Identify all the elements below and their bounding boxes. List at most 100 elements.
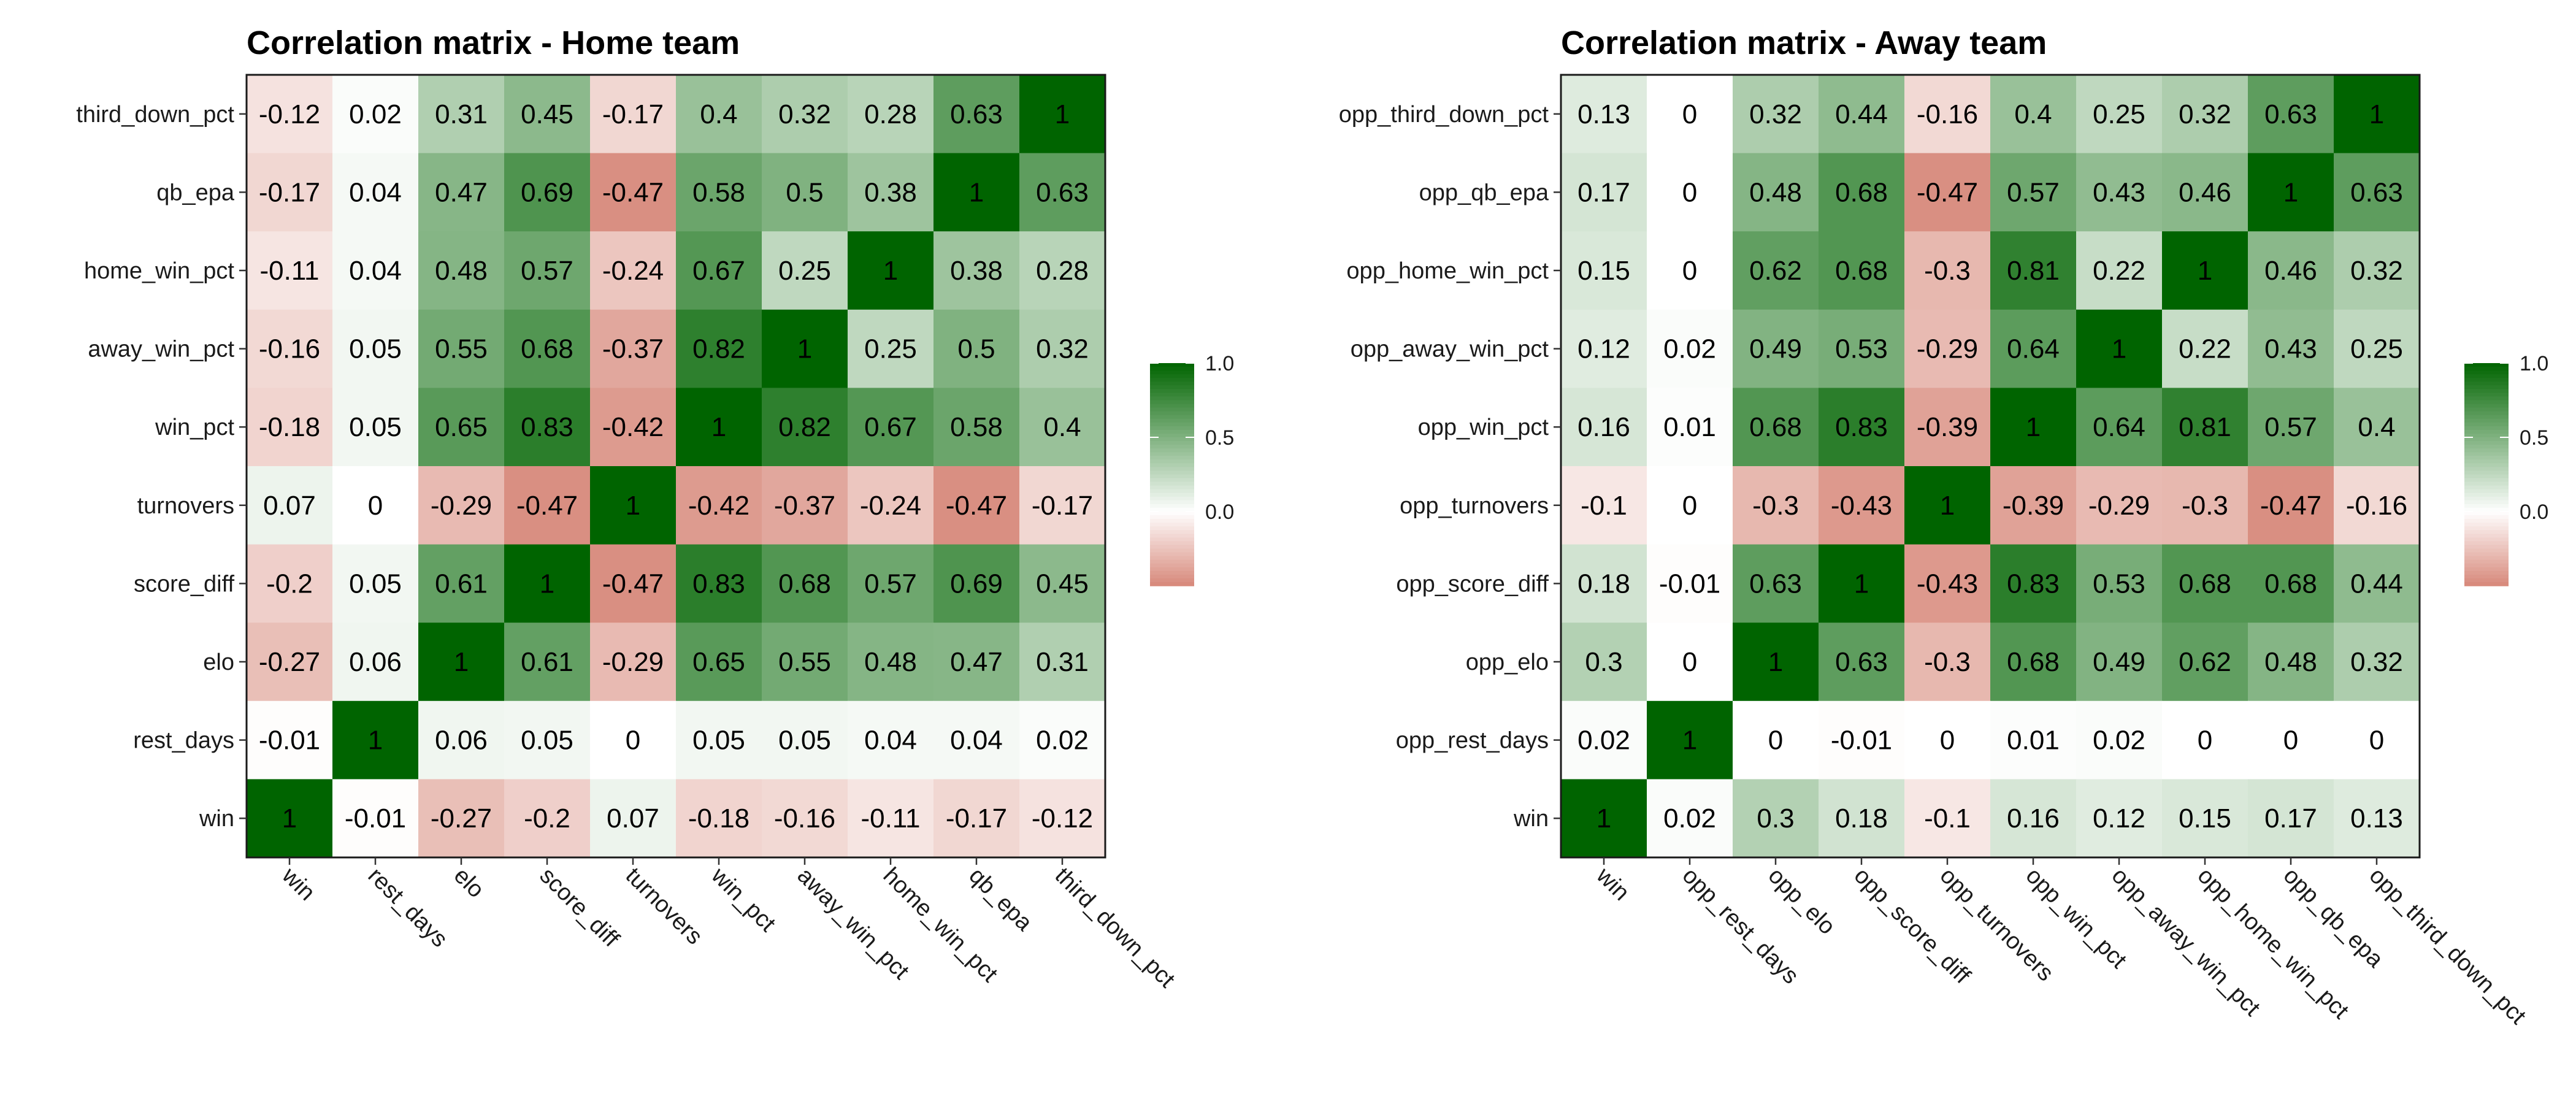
- legend-gradient-segment: [2464, 396, 2509, 401]
- legend-tick-label: 0.0: [2520, 500, 2548, 524]
- heatmap-cell: [1990, 75, 2077, 154]
- cell-value-label: 0.58: [692, 177, 745, 207]
- legend-gradient-segment: [2464, 541, 2509, 546]
- heatmap-cell: [933, 75, 1020, 154]
- cell-value-label: 0.83: [521, 412, 573, 442]
- heatmap-cell: [1990, 623, 2077, 702]
- legend-gradient-segment: [2464, 523, 2509, 527]
- legend-gradient-segment: [1150, 478, 1194, 483]
- legend-gradient-segment: [1150, 570, 1194, 575]
- cell-value-label: 0.55: [435, 334, 488, 364]
- heatmap-cell: [1733, 544, 1819, 623]
- heatmap-cell: [2248, 779, 2334, 858]
- cell-value-label: -0.42: [688, 491, 749, 521]
- legend-gradient-segment: [2464, 526, 2509, 531]
- heatmap-cell: [1904, 623, 1991, 702]
- cell-value-label: 0.63: [1749, 569, 1802, 599]
- heatmap-cell: [504, 153, 591, 232]
- cell-value-label: 1: [2198, 256, 2212, 286]
- legend-gradient-segment: [1150, 433, 1194, 438]
- heatmap-cell: [1733, 309, 1819, 388]
- cell-value-label: 0.82: [692, 334, 745, 364]
- cell-value-label: 0.22: [2179, 334, 2231, 364]
- cell-value-label: -0.12: [1032, 803, 1093, 834]
- cell-value-label: -0.42: [602, 412, 664, 442]
- legend-gradient-segment: [2464, 404, 2509, 408]
- cell-value-label: 0.15: [1577, 256, 1630, 286]
- cell-value-label: 0.83: [2007, 569, 2060, 599]
- heatmap-cell: [1819, 75, 1905, 154]
- cell-value-label: 0.53: [2093, 569, 2145, 599]
- heatmap-cell: [2076, 544, 2163, 623]
- cell-value-label: 0.05: [778, 726, 831, 756]
- legend-gradient-segment: [1150, 534, 1194, 539]
- heatmap-cell: [590, 309, 677, 388]
- cell-value-label: 0.62: [1749, 256, 1802, 286]
- legend-gradient-segment: [1150, 496, 1194, 501]
- legend-gradient-segment: [1150, 485, 1194, 490]
- cell-value-label: -0.01: [1659, 569, 1720, 599]
- heatmap-cell: [1904, 153, 1991, 232]
- heatmap-cell: [676, 388, 762, 467]
- heatmap-cell: [2076, 75, 2163, 154]
- y-tick-label: win: [199, 806, 234, 832]
- legend-gradient-segment: [2464, 389, 2509, 394]
- cell-value-label: 0: [1682, 99, 1697, 129]
- cell-value-label: 0.25: [778, 256, 831, 286]
- heatmap-cell: [933, 544, 1020, 623]
- legend-tick-label: 0.0: [1205, 500, 1234, 524]
- legend-gradient-segment: [1150, 512, 1194, 516]
- cell-value-label: 0.32: [2350, 256, 2403, 286]
- heatmap-cell: [590, 700, 677, 780]
- heatmap-cell: [2334, 153, 2420, 232]
- cell-value-label: 0.05: [349, 569, 402, 599]
- legend-gradient-segment: [1150, 378, 1194, 383]
- heatmap-cell: [1733, 779, 1819, 858]
- legend-gradient-segment: [2464, 378, 2509, 383]
- legend-gradient-segment: [2464, 545, 2509, 550]
- heatmap-cell: [762, 75, 848, 154]
- x-tick-label: win: [277, 862, 320, 906]
- x-tick-label: rest_days: [363, 863, 453, 953]
- heatmap-cell: [1819, 466, 1905, 545]
- heatmap-cell: [590, 75, 677, 154]
- heatmap-cell: [590, 466, 677, 545]
- legend-gradient-segment: [1150, 552, 1194, 557]
- legend-gradient-segment: [2464, 441, 2509, 445]
- legend-gradient-segment: [1150, 418, 1194, 423]
- heatmap-cell: [504, 388, 591, 467]
- x-tick-label: third_down_pct: [1050, 863, 1180, 993]
- cell-value-label: 0.13: [2350, 803, 2403, 834]
- legend-gradient-segment: [2464, 496, 2509, 501]
- cell-value-label: 0.38: [864, 177, 917, 207]
- heatmap-cell: [2334, 623, 2420, 702]
- cell-value-label: 0.15: [2179, 803, 2231, 834]
- cell-value-label: -0.18: [688, 803, 749, 834]
- heatmap-cell: [1019, 75, 1106, 154]
- cell-value-label: 0.02: [1663, 803, 1716, 834]
- cell-value-label: 0.25: [864, 334, 917, 364]
- heatmap-cell: [1904, 544, 1991, 623]
- cell-value-label: 0.16: [2007, 803, 2060, 834]
- heatmap-cell: [848, 231, 934, 310]
- heatmap-cell: [933, 309, 1020, 388]
- legend-gradient-segment: [1150, 381, 1194, 386]
- heatmap-cell: [933, 388, 1020, 467]
- heatmap-cell: [1019, 466, 1106, 545]
- legend-gradient-segment: [1150, 456, 1194, 461]
- heatmap-cell: [762, 544, 848, 623]
- heatmap-cell: [418, 779, 505, 858]
- cell-value-label: 0.68: [1835, 177, 1888, 207]
- legend-gradient-segment: [1150, 541, 1194, 546]
- legend-gradient-segment: [2464, 470, 2509, 475]
- heatmap-cell: [1990, 231, 2077, 310]
- heatmap-cell: [1733, 388, 1819, 467]
- y-tick-label: opp_turnovers: [1400, 493, 1549, 519]
- cell-value-label: 0.48: [2264, 647, 2317, 677]
- heatmap-cell: [332, 231, 419, 310]
- legend-tick-label: 1.0: [1205, 352, 1234, 375]
- heatmap-cell: [418, 700, 505, 780]
- heatmap-cell: [848, 544, 934, 623]
- cell-value-label: 0.28: [1036, 256, 1089, 286]
- legend-gradient-segment: [2464, 374, 2509, 378]
